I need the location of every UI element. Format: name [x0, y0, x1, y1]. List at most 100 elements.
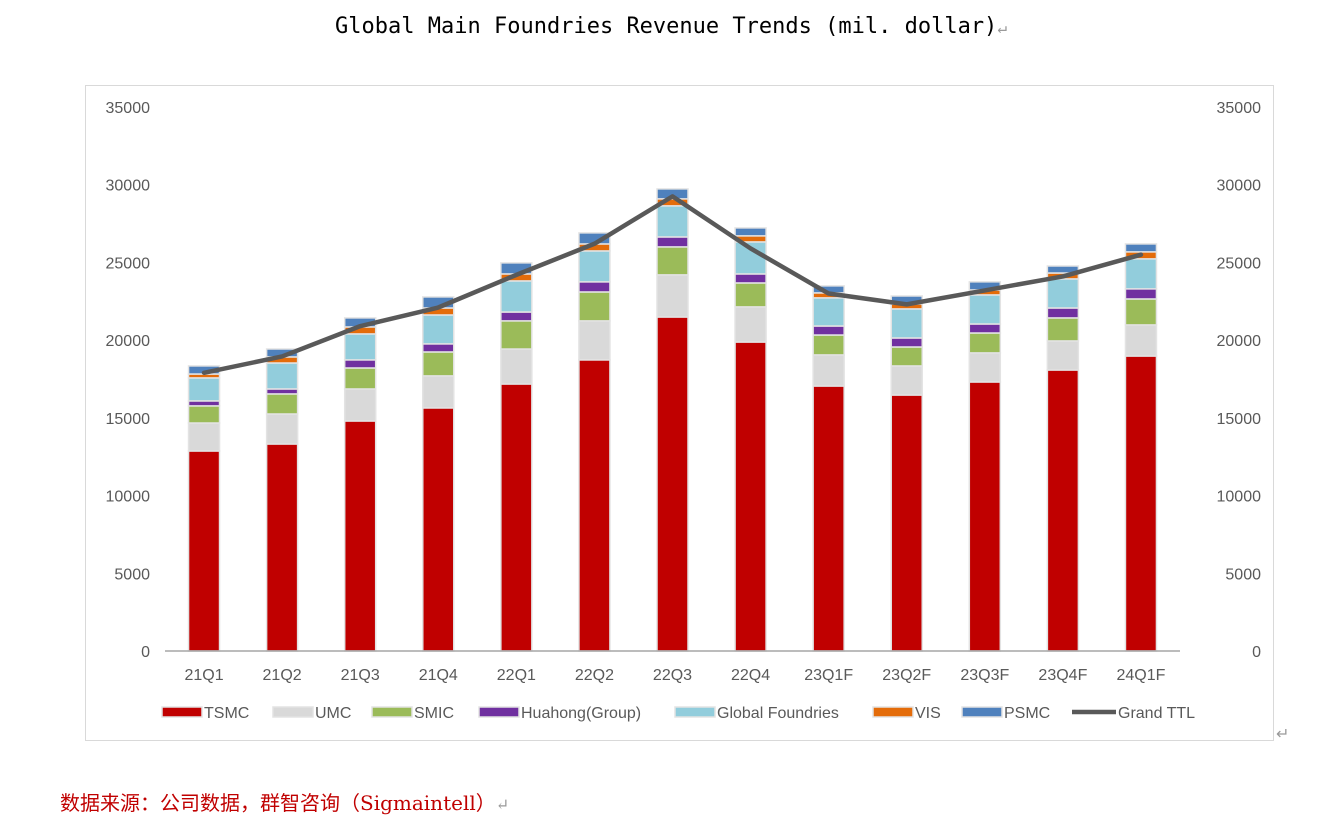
legend-label: Global Foundries [717, 705, 839, 722]
bar-segment-umc [343, 388, 377, 422]
legend-swatch [371, 706, 413, 718]
bar-segment-smic [656, 246, 689, 276]
bar-segment-huahong-group [656, 236, 689, 248]
bar-stack [422, 296, 455, 652]
return-mark-icon: ↵ [997, 18, 1007, 37]
legend-item: TSMC [161, 705, 249, 722]
bar-segment-global-foundries [656, 205, 689, 238]
bar-segment-tsmc [500, 383, 533, 652]
bar-stack [968, 281, 1002, 652]
legend-swatch [161, 706, 203, 718]
x-tick-label: 22Q1 [497, 667, 536, 684]
source-note: 数据来源：公司数据，群智咨询（Sigmaintell）↵ [60, 787, 509, 816]
bar-segment-psmc [1046, 265, 1080, 274]
y-tick-label-left: 5000 [114, 566, 150, 583]
bar-segment-umc [1046, 340, 1080, 371]
bar-segment-huahong-group [1046, 307, 1080, 319]
bar-segment-tsmc [1046, 369, 1080, 652]
bar-segment-tsmc [187, 450, 221, 652]
x-tick-label: 22Q3 [653, 667, 692, 684]
legend-item: UMC [272, 705, 351, 722]
legend-item: SMIC [371, 705, 454, 722]
bar-segment-smic [968, 332, 1002, 354]
bar-segment-huahong-group [968, 323, 1002, 334]
y-tick-label-left: 15000 [106, 411, 151, 428]
x-tick-label: 21Q4 [419, 667, 458, 684]
bar-segment-smic [500, 320, 533, 350]
bar-segment-umc [968, 352, 1002, 383]
y-tick-label-right: 20000 [1217, 333, 1262, 350]
x-tick-label: 22Q2 [575, 667, 614, 684]
bar-stack [265, 348, 299, 652]
bar-segment-smic [343, 367, 377, 390]
bar-stack [734, 227, 767, 652]
bar-segment-global-foundries [265, 362, 299, 390]
legend-label: TSMC [204, 705, 249, 722]
x-tick-label: 23Q4F [1038, 667, 1087, 684]
x-axis: 21Q1 21Q2 21Q3 21Q4 22Q1 22Q2 22Q3 22Q4 23Q1F 23Q… [165, 650, 1180, 684]
bar-segment-smic [1124, 298, 1158, 326]
legend-item: Huahong(Group) [478, 705, 641, 722]
x-tick-label: 21Q2 [263, 667, 302, 684]
bar-segment-tsmc [968, 381, 1002, 652]
legend-swatch [272, 706, 314, 718]
bar-segment-smic [187, 405, 221, 424]
bar-segment-psmc [1124, 243, 1158, 253]
y-tick-label-left: 10000 [106, 489, 151, 506]
legend-item: Grand TTL [1072, 705, 1195, 722]
y-tick-label-left: 35000 [106, 100, 151, 117]
y-tick-label-right: 30000 [1217, 178, 1262, 195]
y-tick-label-left: 0 [141, 644, 150, 661]
legend-swatch [872, 706, 914, 718]
bar-segment-smic [812, 334, 845, 356]
chart-frame [85, 85, 1274, 741]
bar-segment-umc [734, 306, 767, 343]
y-tick-label-right: 35000 [1217, 100, 1262, 117]
bar-segment-huahong-group [343, 359, 377, 369]
bar-segment-umc [812, 354, 845, 387]
bar-segment-huahong-group [500, 311, 533, 322]
bar-segment-umc [500, 348, 533, 385]
bar-segment-global-foundries [812, 297, 845, 327]
legend-label: UMC [315, 705, 351, 722]
y-axis-left: 0 5000 10000 15000 20000 25000 30000 35000 [106, 100, 151, 661]
x-tick-label: 23Q3F [960, 667, 1009, 684]
legend-swatch [674, 706, 716, 718]
x-tick-label: 23Q2F [882, 667, 931, 684]
bar-segment-tsmc [890, 394, 923, 652]
legend-label: Grand TTL [1118, 705, 1195, 722]
legend-item: VIS [872, 705, 941, 722]
legend-item: Global Foundries [674, 705, 839, 722]
source-note-text: 数据来源：公司数据，群智咨询（Sigmaintell） [60, 791, 496, 815]
legend-swatch [478, 706, 520, 718]
bar-stack [1046, 265, 1080, 652]
bar-stack [500, 262, 533, 652]
bar-segment-tsmc [734, 341, 767, 652]
bar-segment-psmc [734, 227, 767, 237]
y-tick-label-left: 30000 [106, 178, 151, 195]
bar-segment-global-foundries [968, 294, 1002, 325]
y-tick-label-right: 25000 [1217, 255, 1262, 272]
legend-label: SMIC [414, 705, 454, 722]
y-tick-label-right: 10000 [1217, 489, 1262, 506]
bar-segment-umc [422, 375, 455, 409]
bar-segment-tsmc [1124, 355, 1158, 652]
bar-stack [187, 365, 221, 652]
legend-label: VIS [915, 705, 941, 722]
x-tick-label: 24Q1F [1117, 667, 1166, 684]
bar-segment-global-foundries [422, 314, 455, 345]
y-axis-right: 0 5000 10000 15000 20000 25000 30000 35000 [1217, 100, 1262, 661]
bar-segment-smic [422, 351, 455, 377]
bar-segment-huahong-group [422, 343, 455, 353]
bar-segment-global-foundries [500, 280, 533, 313]
bar-segment-umc [890, 365, 923, 396]
bar-segment-umc [265, 413, 299, 445]
return-mark-icon: ↵ [495, 795, 510, 814]
bar-segment-tsmc [656, 316, 689, 652]
bar-segment-smic [1046, 317, 1080, 342]
bar-segment-huahong-group [890, 337, 923, 348]
bar-stack [343, 317, 377, 652]
grand-ttl-line-group [201, 194, 1144, 376]
y-tick-label-right: 0 [1252, 644, 1261, 661]
